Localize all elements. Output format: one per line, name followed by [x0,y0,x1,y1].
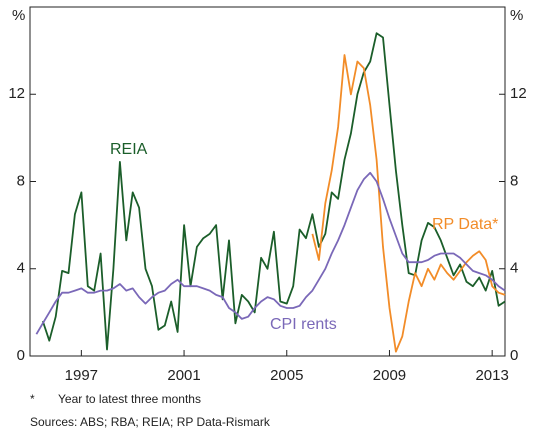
series-line [311,54,506,353]
y2-tick-label: 4 [510,260,518,277]
y-tick-label: 0 [17,347,25,364]
x-tick-label: 2005 [270,367,303,384]
sources: Sources: ABS; RBA; REIA; RP Data-Rismark [30,415,271,429]
x-tick-label: 2009 [373,367,406,384]
plot-frame [29,6,506,357]
y-tick-label: 12 [8,85,25,102]
series-label: REIA [110,141,148,158]
y-unit: % [12,7,25,24]
y-tick-label: 4 [17,260,25,277]
y2-unit: % [510,7,523,24]
x-tick-label: 2013 [475,367,508,384]
series-label: CPI rents [270,316,337,333]
x-tick-label: 1997 [65,367,98,384]
series-label: RP Data* [432,216,498,233]
y-tick-label: 8 [17,172,25,189]
y2-tick-label: 0 [510,347,518,364]
series-line [41,32,506,351]
x-tick-label: 2001 [167,367,200,384]
footnote-marker: * [30,392,35,406]
series-line [35,171,506,335]
y2-tick-label: 8 [510,172,518,189]
footnote: Year to latest three months [58,392,201,406]
y2-tick-label: 12 [510,85,527,102]
